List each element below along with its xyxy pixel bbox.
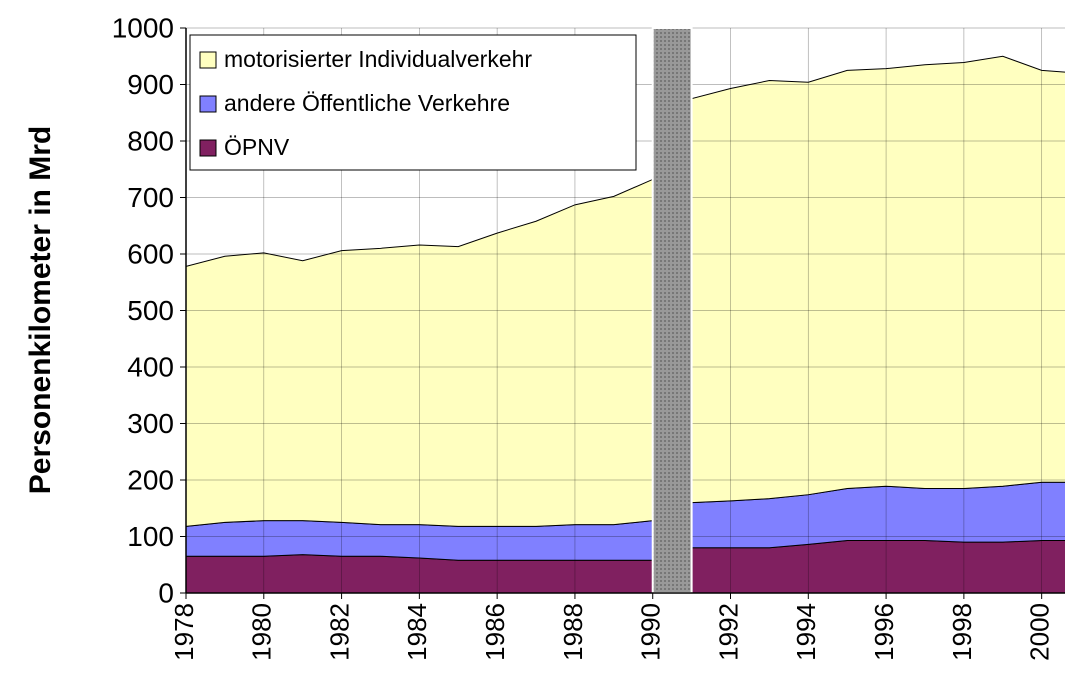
y-tick-label: 800: [127, 125, 174, 156]
x-tick-label: 1986: [480, 603, 510, 661]
legend-swatch: [199, 51, 217, 69]
axis-break: [651, 27, 693, 594]
legend-label: motorisierter Individualverkehr: [224, 46, 532, 72]
y-tick-label: 300: [127, 408, 174, 439]
y-tick-label: 400: [127, 351, 174, 382]
legend-swatch: [199, 139, 217, 157]
y-tick-label: 1000: [112, 12, 174, 43]
legend-box: [189, 34, 637, 171]
x-tick-label: 1990: [636, 603, 666, 661]
y-tick-label: 0: [158, 577, 174, 608]
x-tick-label: 1984: [402, 603, 432, 661]
y-tick-label: 100: [127, 521, 174, 552]
legend-swatch: [199, 95, 217, 113]
plot-area: [186, 55, 1065, 593]
y-tick-label: 200: [127, 464, 174, 495]
x-tick-label: 1982: [324, 603, 354, 661]
y-tick-label: 900: [127, 69, 174, 100]
y-tick-label: 600: [127, 238, 174, 269]
legend-label: andere Öffentliche Verkehre: [224, 90, 510, 116]
x-tick-label: 1980: [247, 603, 277, 661]
x-tick-label: 1988: [558, 603, 588, 661]
x-tick-label: 1996: [869, 603, 899, 661]
y-axis-label: Personenkilometer in Mrd: [24, 126, 57, 494]
y-tick-label: 700: [127, 182, 174, 213]
x-tick-label: 1992: [713, 603, 743, 661]
area: [186, 55, 1065, 527]
x-tick-label: 1998: [947, 603, 977, 661]
y-tick-label: 500: [127, 295, 174, 326]
legend-label: ÖPNV: [224, 134, 290, 160]
x-tick-label: 2000: [1025, 603, 1055, 661]
x-tick-label: 1994: [791, 603, 821, 661]
x-tick-label: 1978: [169, 603, 199, 661]
